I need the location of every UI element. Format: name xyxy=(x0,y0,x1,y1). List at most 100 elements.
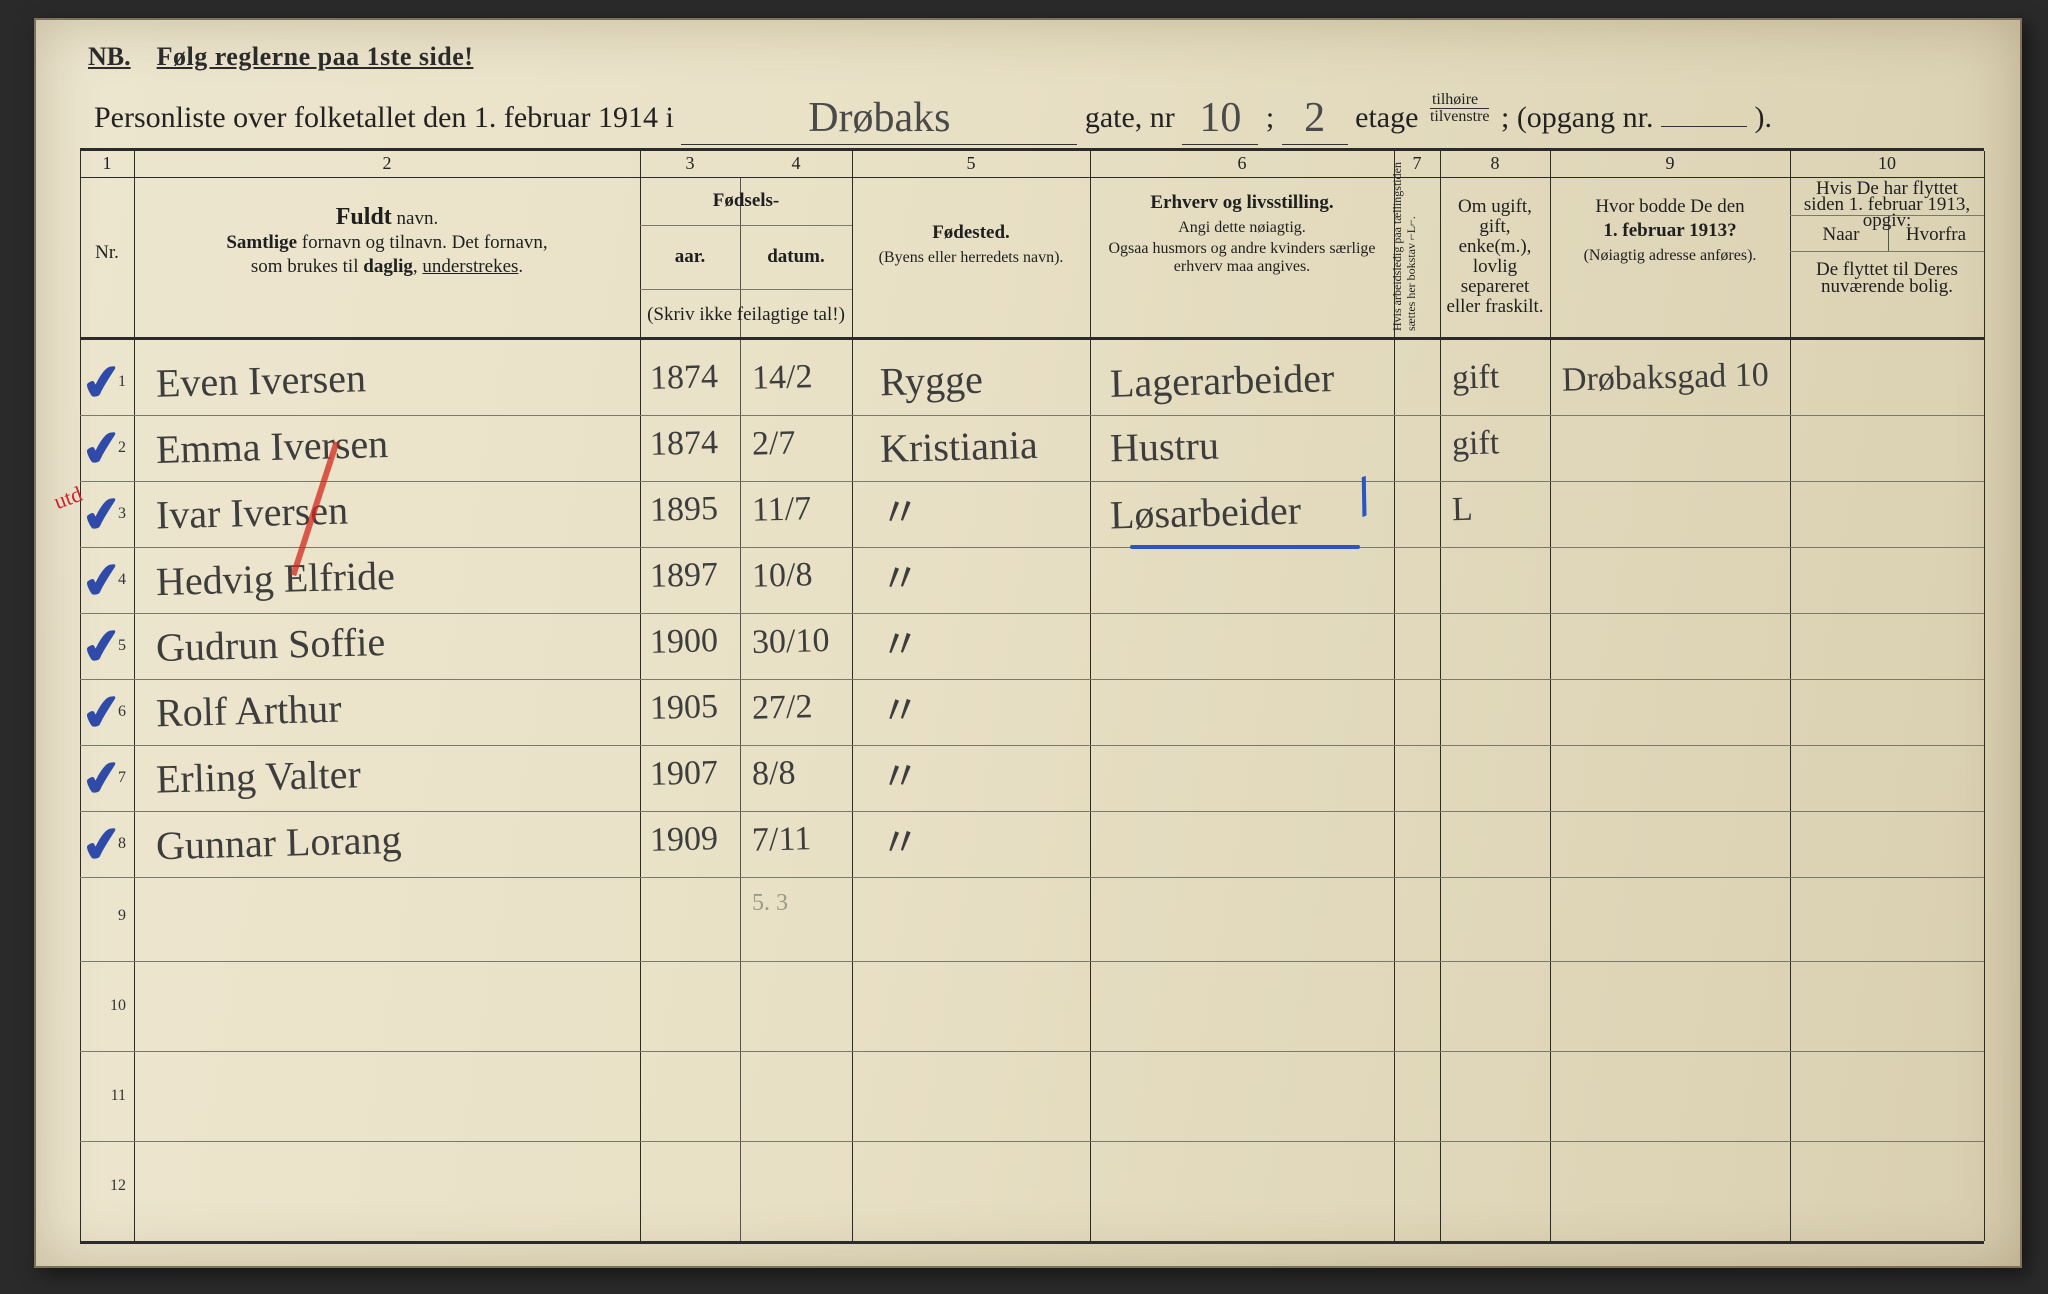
gate-nr-hand: 10 xyxy=(1199,95,1241,141)
cell-date: 30/10 xyxy=(752,624,830,660)
row-number: 9 xyxy=(88,907,126,925)
colnum-4: 4 xyxy=(740,153,852,174)
hdr-col9c: (Nøiagtig adresse anføres). xyxy=(1584,247,1757,264)
opgang-label: ; (opgang nr. xyxy=(1501,101,1653,134)
faint-pencil: 5. 3 xyxy=(752,891,788,915)
cell-address-1913: Drøbaksgad 10 xyxy=(1562,358,1770,397)
street-name-hand: Drøbaks xyxy=(808,95,950,141)
cell-year: 1874 xyxy=(650,426,719,462)
cell-date: 27/2 xyxy=(752,690,813,726)
nb-instruction: Følg reglerne paa 1ste side! xyxy=(157,42,474,71)
cell-name: Rolf Arthur xyxy=(156,689,343,734)
blue-checkmark: ✔ xyxy=(78,484,126,545)
colnum-5: 5 xyxy=(852,153,1090,174)
cell-year: 1874 xyxy=(650,360,719,396)
cell-birthplace: 〃 xyxy=(879,690,920,731)
nb-line: NB. Følg reglerne paa 1ste side! xyxy=(88,42,473,72)
cell-birthplace: 〃 xyxy=(879,756,920,797)
hdr-aar: aar. xyxy=(640,245,740,269)
hdr-name-sub3: som brukes til xyxy=(251,256,363,277)
cell-name: Even Iversen xyxy=(156,358,367,403)
census-page: NB. Følg reglerne paa 1ste side! Personl… xyxy=(34,18,2022,1268)
hdr-erhverv-s2: Ogsaa husmors og andre kvinders særlige … xyxy=(1094,240,1390,276)
hdr-navn: navn. xyxy=(392,208,438,229)
hdr-col10-naar: Naar xyxy=(1794,223,1888,247)
hdr-col10a: Hvis De har flyttet siden 1. februar 191… xyxy=(1794,181,1980,229)
cell-date: 7/11 xyxy=(752,822,812,858)
cell-year: 1907 xyxy=(650,756,719,792)
colnum-3: 3 xyxy=(640,153,740,174)
blue-diagonal-marks: // xyxy=(1345,468,1370,529)
etage-hand: 2 xyxy=(1304,95,1325,141)
blue-checkmark: ✔ xyxy=(78,550,126,611)
hdr-fodsels: Fødsels- xyxy=(640,189,852,213)
cell-date: 2/7 xyxy=(752,426,796,461)
colnum-1: 1 xyxy=(80,153,134,174)
cell-year: 1897 xyxy=(650,558,719,594)
hdr-fodested-sub: (Byens eller herredets navn). xyxy=(879,249,1064,266)
cell-birthplace: 〃 xyxy=(879,822,920,863)
row-number: 12 xyxy=(88,1177,126,1195)
hdr-name-sub6: understrekes xyxy=(422,256,518,277)
colnum-8: 8 xyxy=(1440,153,1550,174)
cell-occupation: Lagerarbeider xyxy=(1110,358,1335,404)
hdr-name-sub7: . xyxy=(518,256,523,277)
hdr-name: Fuldt navn. Samtlige fornavn og tilnavn.… xyxy=(140,205,634,279)
hdr-datum: datum. xyxy=(740,245,852,269)
colnum-2: 2 xyxy=(134,153,640,174)
cell-date: 11/7 xyxy=(752,492,812,528)
blue-checkmark: ✔ xyxy=(78,814,126,875)
hdr-name-sub2: fornavn og tilnavn. Det fornavn, xyxy=(297,232,548,253)
cell-name: Gudrun Soffie xyxy=(156,622,386,668)
hdr-erhverv: Erhverv og livsstilling. Angi dette nøia… xyxy=(1094,191,1390,278)
hdr-name-sub5: , xyxy=(413,256,423,277)
blue-checkmark: ✔ xyxy=(78,682,126,743)
etage-label: etage xyxy=(1355,101,1418,134)
til-bot: tilvenstre xyxy=(1430,109,1490,125)
row-number: 11 xyxy=(88,1087,126,1105)
cell-birthplace: 〃 xyxy=(879,624,920,665)
hdr-name-sub4: daglig xyxy=(363,256,413,277)
cell-marital: gift xyxy=(1452,360,1500,395)
colnum-6: 6 xyxy=(1090,153,1394,174)
cell-birthplace: 〃 xyxy=(879,558,920,599)
title-row: Personliste over folketallet den 1. febr… xyxy=(94,92,1974,145)
hdr-fodested: Fødested. (Byens eller herredets navn). xyxy=(852,221,1090,270)
gate-nr-label: gate, nr xyxy=(1085,101,1175,134)
hdr-fodested-t: Fødested. xyxy=(932,222,1010,243)
colnum-9: 9 xyxy=(1550,153,1790,174)
semicolon1: ; xyxy=(1266,101,1274,134)
blue-underline xyxy=(1130,545,1360,549)
hdr-col9: Hvor bodde De den 1. februar 1913? (Nøia… xyxy=(1554,195,1786,268)
hdr-col7: Hvis arbeidsledig paa tællingstiden sætt… xyxy=(1390,161,1418,331)
cell-year: 1909 xyxy=(650,822,719,858)
cell-date: 10/8 xyxy=(752,558,813,594)
cell-date: 8/8 xyxy=(752,756,796,791)
cell-occupation: Hustru xyxy=(1109,426,1219,469)
cell-birthplace: Rygge xyxy=(879,360,983,403)
cell-marital: gift xyxy=(1452,426,1500,461)
blue-checkmark: ✔ xyxy=(78,418,126,479)
blue-checkmark: ✔ xyxy=(78,352,126,413)
hdr-col8: Om ugift, gift, enke(m.), lovlig separer… xyxy=(1442,197,1548,317)
row-number: 10 xyxy=(88,997,126,1015)
til-top: tilhøire xyxy=(1430,92,1490,109)
hdr-erhverv-s1: Angi dette nøiagtig. xyxy=(1178,219,1306,236)
hdr-nr: Nr. xyxy=(80,241,134,265)
hdr-col10-sub: De flyttet til Deres nuværende bolig. xyxy=(1794,261,1980,295)
cell-year: 1905 xyxy=(650,690,719,726)
hdr-fuldt: Fuldt xyxy=(336,204,392,230)
cell-date: 14/2 xyxy=(752,360,813,396)
cell-marital: L xyxy=(1452,493,1474,528)
cell-birthplace: Kristiania xyxy=(880,425,1039,469)
nb-label: NB. xyxy=(88,42,131,71)
hdr-col9a: Hvor bodde De den xyxy=(1595,196,1744,217)
cell-occupation: Løsarbeider xyxy=(1110,491,1302,536)
til-fraction: tilhøire tilvenstre xyxy=(1430,92,1490,125)
hdr-col9b: 1. februar 1913? xyxy=(1603,220,1736,241)
hdr-skriv: (Skriv ikke feilagtige tal!) xyxy=(640,303,852,327)
cell-year: 1900 xyxy=(650,624,719,660)
blue-checkmark: ✔ xyxy=(78,616,126,677)
hdr-name-sub1: Samtlige xyxy=(226,232,297,253)
cell-birthplace: 〃 xyxy=(879,492,920,533)
